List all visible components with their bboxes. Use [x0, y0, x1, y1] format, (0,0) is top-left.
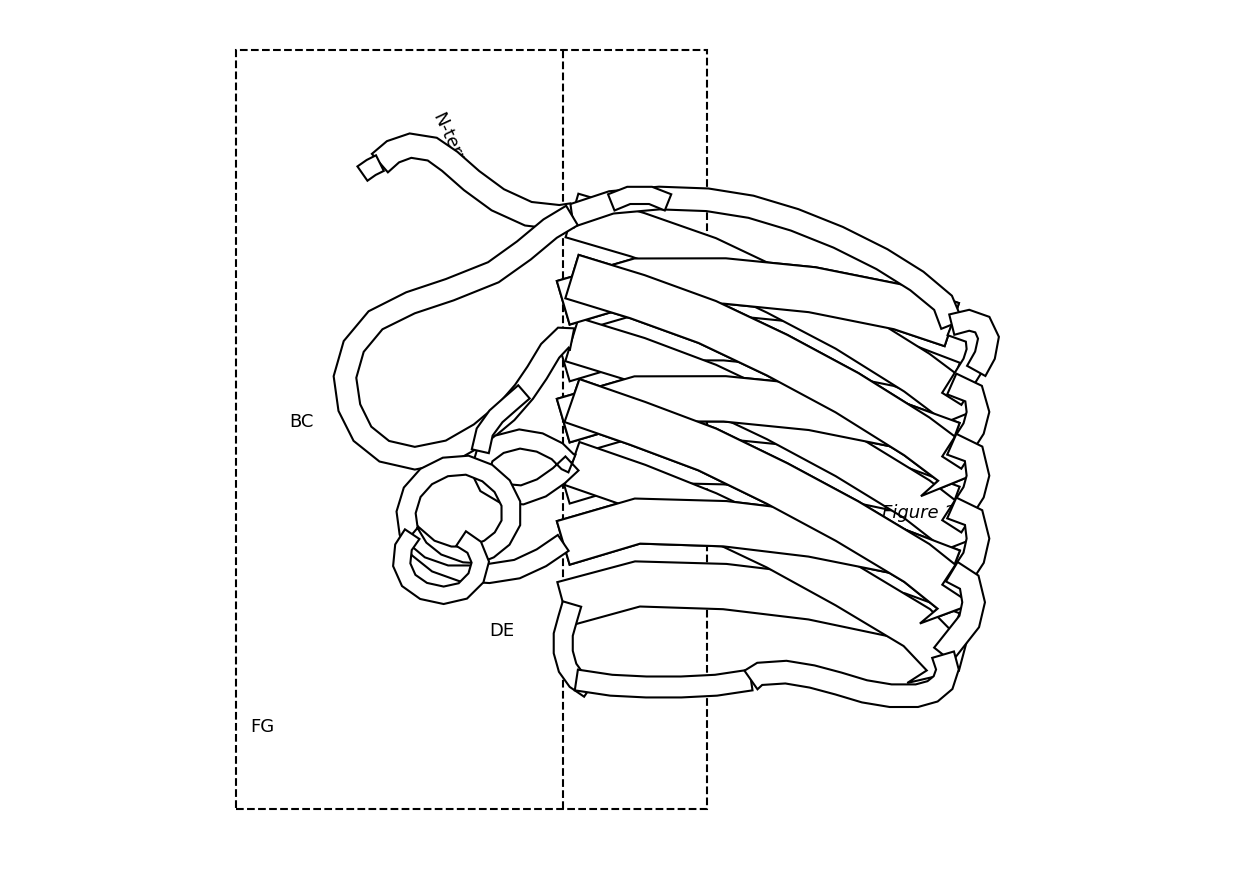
Polygon shape	[471, 430, 579, 505]
Polygon shape	[372, 135, 574, 230]
Polygon shape	[942, 374, 990, 470]
Polygon shape	[557, 259, 959, 346]
Polygon shape	[942, 315, 990, 406]
Polygon shape	[557, 499, 960, 594]
Polygon shape	[393, 530, 489, 604]
Polygon shape	[565, 256, 976, 497]
Polygon shape	[557, 562, 960, 657]
Polygon shape	[564, 442, 972, 683]
Polygon shape	[357, 156, 384, 182]
Polygon shape	[568, 188, 962, 330]
Text: Figure 2B: Figure 2B	[883, 504, 968, 522]
Polygon shape	[950, 310, 999, 377]
Polygon shape	[557, 438, 960, 530]
Bar	[236, 51, 707, 809]
Polygon shape	[557, 377, 960, 466]
Polygon shape	[575, 670, 753, 697]
Polygon shape	[564, 380, 977, 624]
Polygon shape	[557, 315, 960, 406]
Polygon shape	[942, 434, 990, 532]
Text: DE: DE	[490, 621, 515, 640]
Polygon shape	[397, 456, 569, 583]
Polygon shape	[557, 499, 960, 594]
Polygon shape	[565, 195, 976, 433]
Polygon shape	[471, 385, 529, 454]
Polygon shape	[608, 188, 671, 211]
Polygon shape	[565, 318, 976, 560]
Text: FG: FG	[250, 718, 274, 735]
Polygon shape	[557, 377, 960, 466]
Polygon shape	[564, 380, 977, 624]
Polygon shape	[744, 652, 959, 707]
Polygon shape	[565, 256, 976, 497]
Text: BC: BC	[289, 412, 314, 431]
Text: N-term: N-term	[428, 110, 471, 175]
Polygon shape	[942, 498, 990, 597]
Polygon shape	[554, 602, 595, 697]
Polygon shape	[934, 563, 985, 662]
Polygon shape	[334, 206, 578, 470]
Polygon shape	[557, 259, 959, 346]
